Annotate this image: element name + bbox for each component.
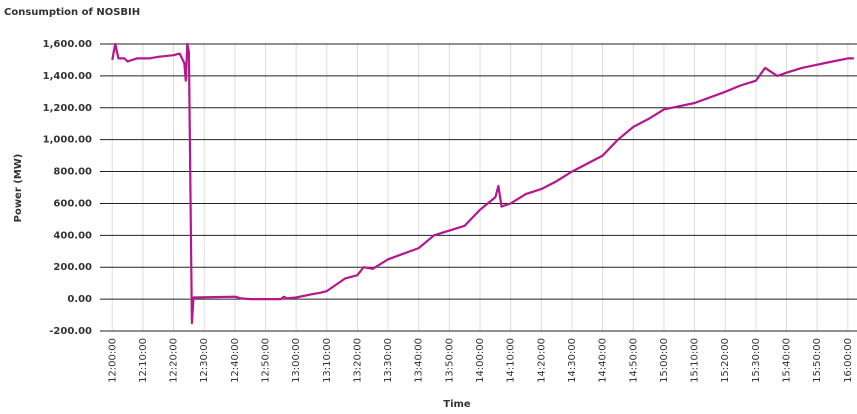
x-tick-label: 14:40:00 <box>598 338 609 383</box>
x-tick-label: 16:00:00 <box>843 338 854 383</box>
x-tick-label: 13:00:00 <box>291 338 302 383</box>
x-tick-label: 15:20:00 <box>720 338 731 383</box>
y-tick-label: 400.00 <box>53 230 92 241</box>
x-tick-label: 14:50:00 <box>628 338 639 383</box>
x-tick-label: 15:40:00 <box>782 338 793 383</box>
y-axis-label: Power (MW) <box>13 154 24 223</box>
x-tick-label: 15:00:00 <box>659 338 670 383</box>
x-tick-label: 13:40:00 <box>414 338 425 383</box>
x-tick-label: 15:30:00 <box>751 338 762 383</box>
x-tick-label: 12:00:00 <box>107 338 118 383</box>
x-tick-label: 13:30:00 <box>383 338 394 383</box>
x-tick-label: 14:00:00 <box>475 338 486 383</box>
x-tick-label: 12:10:00 <box>138 338 149 383</box>
x-tick-label: 15:50:00 <box>812 338 823 383</box>
x-tick-label: 13:20:00 <box>352 338 363 383</box>
y-tick-label: 600.00 <box>53 198 92 209</box>
x-tick-label: 13:10:00 <box>322 338 333 383</box>
y-tick-label: -200.00 <box>49 326 92 337</box>
y-tick-label: 800.00 <box>53 167 92 178</box>
y-tick-label: 1,600.00 <box>43 39 92 50</box>
x-tick-label: 12:30:00 <box>199 338 210 383</box>
y-tick-label: 0.00 <box>67 294 92 305</box>
y-tick-label: 1,200.00 <box>43 103 92 114</box>
chart-title: Consumption of NOSBIH <box>4 7 140 18</box>
line-series <box>111 42 854 325</box>
x-tick-label: 12:50:00 <box>260 338 271 383</box>
y-tick-label: 1,000.00 <box>43 135 92 146</box>
x-tick-label: 13:50:00 <box>444 338 455 383</box>
x-tick-label: 14:10:00 <box>506 338 517 383</box>
x-tick-label: 12:20:00 <box>169 338 180 383</box>
y-tick-label: 1,400.00 <box>43 71 92 82</box>
x-axis-label: Time <box>443 399 471 410</box>
x-tick-label: 12:40:00 <box>230 338 241 383</box>
y-tick-label: 200.00 <box>53 262 92 273</box>
x-tick-label: 14:20:00 <box>536 338 547 383</box>
x-tick-label: 15:10:00 <box>690 338 701 383</box>
x-tick-label: 14:30:00 <box>567 338 578 383</box>
